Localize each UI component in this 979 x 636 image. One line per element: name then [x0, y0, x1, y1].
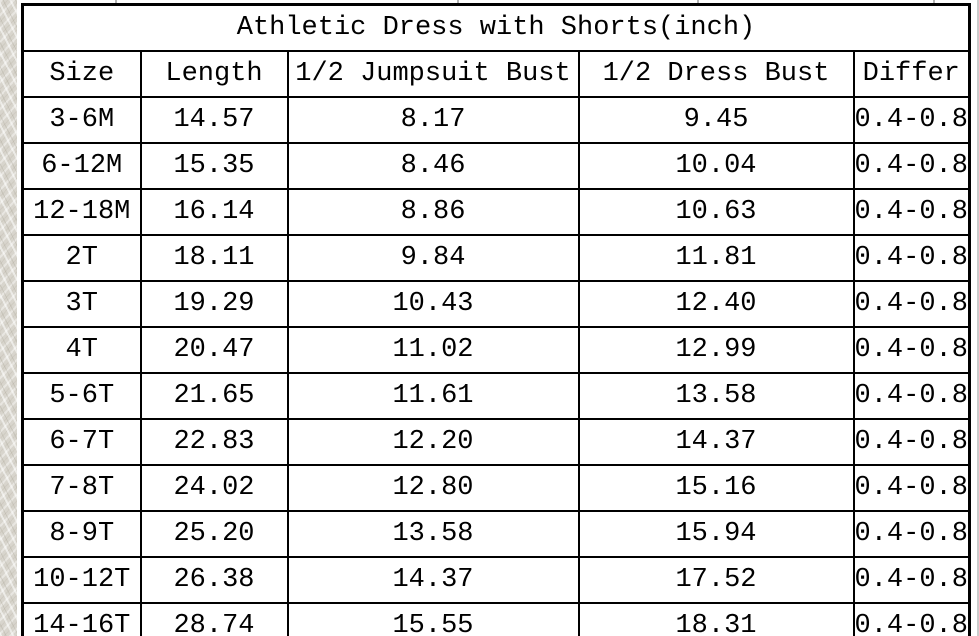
differ-value: 0.4-0.8 [852, 280, 971, 328]
dress-bust-value: 12.40 [577, 280, 855, 328]
differ-value: 0.4-0.8 [852, 510, 971, 558]
differ-value: 0.4-0.8 [852, 142, 971, 190]
table-row: 10-12T 26.38 14.37 17.52 0.4-0.8 [21, 556, 971, 604]
dress-bust-value: 15.94 [577, 510, 855, 558]
size-value: 7-8T [21, 464, 142, 512]
jumpsuit-bust-value: 8.46 [286, 142, 580, 190]
length-value: 18.11 [139, 234, 289, 282]
length-value: 19.29 [139, 280, 289, 328]
dress-bust-value: 14.37 [577, 418, 855, 466]
table-row: 6-7T 22.83 12.20 14.37 0.4-0.8 [21, 418, 971, 466]
table-title: Athletic Dress with Shorts(inch) [21, 3, 971, 52]
jumpsuit-bust-value: 11.61 [286, 372, 580, 420]
differ-value: 0.4-0.8 [852, 372, 971, 420]
length-value: 20.47 [139, 326, 289, 374]
col-header-differ: Differ [852, 50, 971, 98]
table-title-row: Athletic Dress with Shorts(inch) [21, 3, 971, 52]
col-header-jumpsuit-bust: 1/2 Jumpsuit Bust [286, 50, 580, 98]
table-row: 2T 18.11 9.84 11.81 0.4-0.8 [21, 234, 971, 282]
jumpsuit-bust-value: 12.80 [286, 464, 580, 512]
size-value: 2T [21, 234, 142, 282]
differ-value: 0.4-0.8 [852, 96, 971, 144]
size-value: 10-12T [21, 556, 142, 604]
cropped-table-remnant [697, 0, 699, 3]
col-header-size: Size [21, 50, 142, 98]
differ-value: 0.4-0.8 [852, 602, 971, 636]
differ-value: 0.4-0.8 [852, 234, 971, 282]
jumpsuit-bust-value: 13.58 [286, 510, 580, 558]
dress-bust-value: 11.81 [577, 234, 855, 282]
dress-bust-value: 18.31 [577, 602, 855, 636]
size-value: 6-7T [21, 418, 142, 466]
table-row: 4T 20.47 11.02 12.99 0.4-0.8 [21, 326, 971, 374]
size-value: 6-12M [21, 142, 142, 190]
jumpsuit-bust-value: 15.55 [286, 602, 580, 636]
table-row: 5-6T 21.65 11.61 13.58 0.4-0.8 [21, 372, 971, 420]
jumpsuit-bust-value: 8.17 [286, 96, 580, 144]
differ-value: 0.4-0.8 [852, 188, 971, 236]
differ-value: 0.4-0.8 [852, 418, 971, 466]
size-value: 12-18M [21, 188, 142, 236]
size-value: 14-16T [21, 602, 142, 636]
dress-bust-value: 15.16 [577, 464, 855, 512]
size-value: 8-9T [21, 510, 142, 558]
jumpsuit-bust-value: 11.02 [286, 326, 580, 374]
length-value: 16.14 [139, 188, 289, 236]
dress-bust-value: 13.58 [577, 372, 855, 420]
cropped-table-remnant-right [977, 0, 979, 636]
length-value: 24.02 [139, 464, 289, 512]
col-header-dress-bust: 1/2 Dress Bust [577, 50, 855, 98]
dress-bust-value: 10.63 [577, 188, 855, 236]
size-value: 3-6M [21, 96, 142, 144]
cropped-table-remnant [933, 0, 935, 3]
table-header-row: Size Length 1/2 Jumpsuit Bust 1/2 Dress … [21, 50, 971, 98]
dress-bust-value: 17.52 [577, 556, 855, 604]
jumpsuit-bust-value: 8.86 [286, 188, 580, 236]
dress-bust-value: 12.99 [577, 326, 855, 374]
length-value: 21.65 [139, 372, 289, 420]
table-row: 12-18M 16.14 8.86 10.63 0.4-0.8 [21, 188, 971, 236]
differ-value: 0.4-0.8 [852, 464, 971, 512]
size-value: 3T [21, 280, 142, 328]
length-value: 15.35 [139, 142, 289, 190]
jumpsuit-bust-value: 9.84 [286, 234, 580, 282]
table-row: 3-6M 14.57 8.17 9.45 0.4-0.8 [21, 96, 971, 144]
length-value: 14.57 [139, 96, 289, 144]
length-value: 25.20 [139, 510, 289, 558]
table-row: 8-9T 25.20 13.58 15.94 0.4-0.8 [21, 510, 971, 558]
size-value: 5-6T [21, 372, 142, 420]
length-value: 22.83 [139, 418, 289, 466]
table-row: 3T 19.29 10.43 12.40 0.4-0.8 [21, 280, 971, 328]
col-header-length: Length [139, 50, 289, 98]
length-value: 26.38 [139, 556, 289, 604]
jumpsuit-bust-value: 14.37 [286, 556, 580, 604]
table-row: 14-16T 28.74 15.55 18.31 0.4-0.8 [21, 602, 971, 636]
dress-bust-value: 10.04 [577, 142, 855, 190]
jumpsuit-bust-value: 12.20 [286, 418, 580, 466]
size-value: 4T [21, 326, 142, 374]
length-value: 28.74 [139, 602, 289, 636]
dress-bust-value: 9.45 [577, 96, 855, 144]
differ-value: 0.4-0.8 [852, 556, 971, 604]
cropped-table-remnant [457, 0, 459, 3]
jumpsuit-bust-value: 10.43 [286, 280, 580, 328]
table-row: 6-12M 15.35 8.46 10.04 0.4-0.8 [21, 142, 971, 190]
cropped-table-remnant [115, 0, 117, 3]
table-row: 7-8T 24.02 12.80 15.16 0.4-0.8 [21, 464, 971, 512]
size-chart-table: Athletic Dress with Shorts(inch) Size Le… [21, 3, 971, 636]
paper-texture-strip [0, 0, 17, 636]
differ-value: 0.4-0.8 [852, 326, 971, 374]
